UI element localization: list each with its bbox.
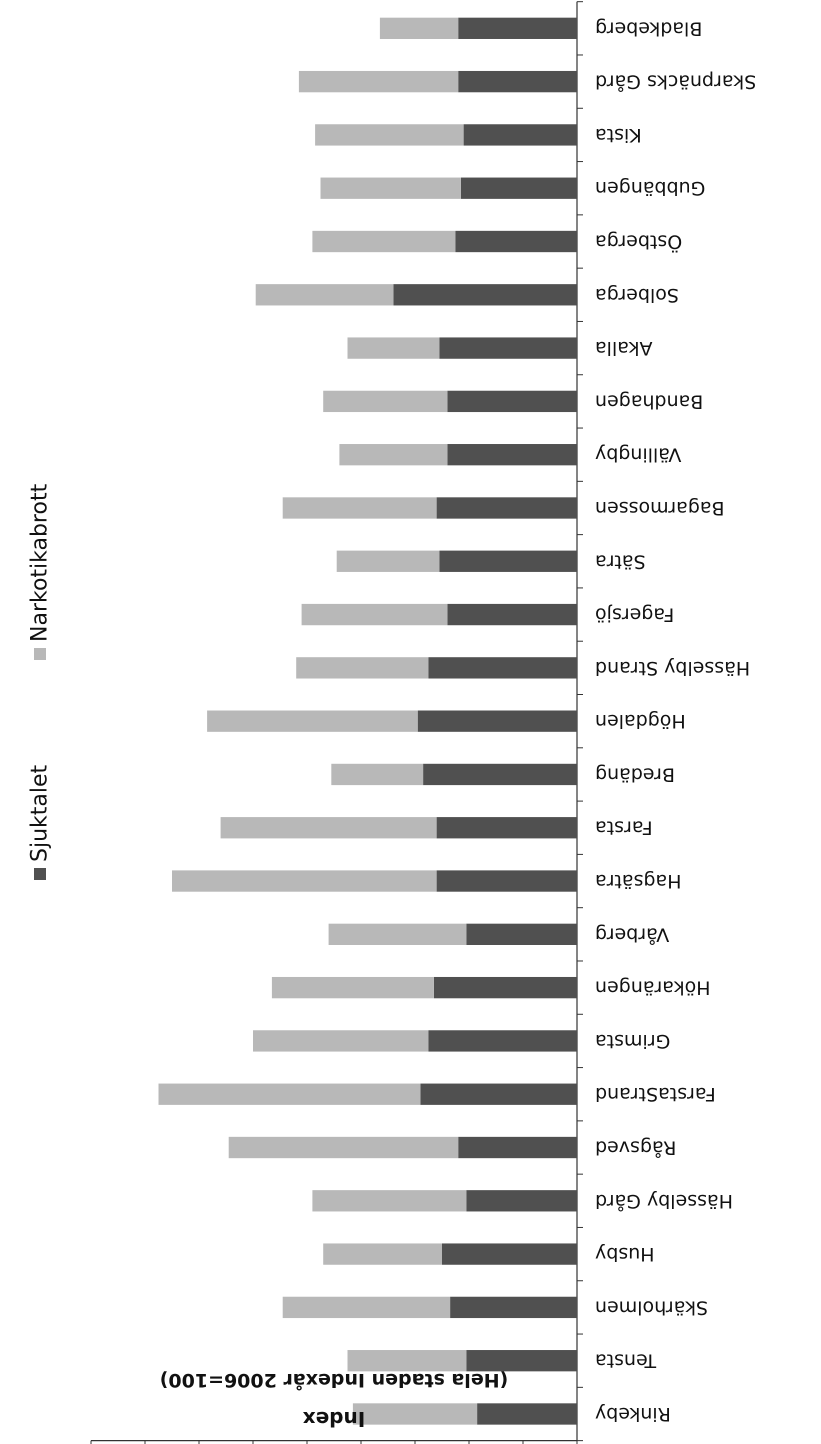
category-label: Solberga [595,284,679,306]
bar-narkotikabrott [299,71,458,92]
legend-item-sjuktalet: Sjuktalet [28,764,53,880]
bar-narkotikabrott [323,391,447,412]
bar-sjuktalet [439,337,577,358]
bar-narkotikabrott [283,1297,450,1318]
category-label: Fagersjö [595,604,674,626]
legend: Sjuktalet Narkotikabrott [28,483,53,880]
bar-sjuktalet [464,124,577,145]
bar-narkotikabrott [380,18,458,39]
category-label: FarstaStrand [595,1083,716,1105]
category-label: Grimsta [595,1030,670,1052]
category-label: Gubbängen [595,177,705,199]
bar-narkotikabrott [348,337,440,358]
bars-layer [159,18,578,1425]
category-label: Vällingby [595,444,681,466]
bar-sjuktalet [466,924,577,945]
bar-sjuktalet [466,1190,577,1211]
bar-sjuktalet [447,444,577,465]
bar-sjuktalet [420,1084,577,1105]
bar-narkotikabrott [172,870,437,891]
legend-label: Narkotikabrott [28,483,53,642]
bar-narkotikabrott [221,817,437,838]
bar-sjuktalet [447,604,577,625]
bar-narkotikabrott [339,444,447,465]
bar-narkotikabrott [253,1030,429,1051]
bar-narkotikabrott [348,1350,467,1371]
category-labels: Rinkeby Tensta Skärholmen Husby Hässelby Går… [595,17,756,1425]
bar-narkotikabrott [329,924,467,945]
bar-narkotikabrott [302,604,448,625]
category-label: Bladkeberg [595,17,702,39]
bar-narkotikabrott [296,657,428,678]
bar-narkotikabrott [272,977,434,998]
bar-sjuktalet [456,231,578,252]
bar-sjuktalet [393,284,577,305]
y-axis-label: Index [303,1407,366,1431]
bar-sjuktalet [437,870,577,891]
bar-sjuktalet [439,551,577,572]
category-label: Bredäng [595,763,675,785]
bar-sjuktalet [458,71,577,92]
bar-sjuktalet [423,764,577,785]
category-label: Tensta [595,1350,657,1372]
bar-sjuktalet [458,1137,577,1158]
bar-narkotikabrott [207,710,418,731]
category-label: Akalla [595,337,653,359]
bar-narkotikabrott [331,764,423,785]
bar-sjuktalet [466,1350,577,1371]
bar-narkotikabrott [323,1243,442,1264]
category-label: Sätra [595,550,646,572]
bar-narkotikabrott [353,1403,477,1424]
category-label: Kista [595,124,642,146]
bar-sjuktalet [429,1030,578,1051]
bar-sjuktalet [437,497,577,518]
bar-narkotikabrott [159,1084,421,1105]
category-label: Hässelby Strand [595,657,750,679]
bar-narkotikabrott [283,497,437,518]
bar-narkotikabrott [321,178,461,199]
y-axis-sublabel: (Hela staden Indexår 2006=100) [160,1369,509,1393]
category-label: Hagsätra [595,870,681,892]
bar-sjuktalet [418,710,577,731]
category-label: Bagarmossen [595,497,725,519]
category-label: Östberga [595,231,682,254]
bar-narkotikabrott [312,231,455,252]
bar-sjuktalet [458,18,577,39]
category-label: Högdalen [595,710,686,732]
category-label: Skärholmen [595,1296,708,1318]
category-label: Bandhagen [595,390,703,412]
category-label: Hässelby Gård [595,1190,733,1213]
legend-item-narkotikabrott: Narkotikabrott [28,483,53,660]
category-label: Skarpnäcks Gård [595,71,756,94]
bar-narkotikabrott [229,1137,459,1158]
category-label: Rågsved [595,1137,676,1160]
bar-narkotikabrott [337,551,440,572]
bar-sjuktalet [434,977,577,998]
bar-sjuktalet [442,1243,577,1264]
legend-label: Sjuktalet [28,764,53,862]
category-label: Vårberg [595,923,669,946]
legend-swatch [34,648,46,660]
bar-narkotikabrott [312,1190,466,1211]
legend-swatch [34,868,46,880]
category-label: Husby [595,1243,655,1265]
bar-sjuktalet [450,1297,577,1318]
category-label: Hökarängen [595,977,711,999]
bar-narkotikabrott [256,284,394,305]
bar-sjuktalet [447,391,577,412]
bar-sjuktalet [461,178,577,199]
bar-sjuktalet [437,817,577,838]
bar-narkotikabrott [315,124,464,145]
bar-sjuktalet [429,657,578,678]
category-label: Farsta [595,817,653,839]
bar-sjuktalet [477,1403,577,1424]
category-label: Rinkeby [595,1403,671,1425]
